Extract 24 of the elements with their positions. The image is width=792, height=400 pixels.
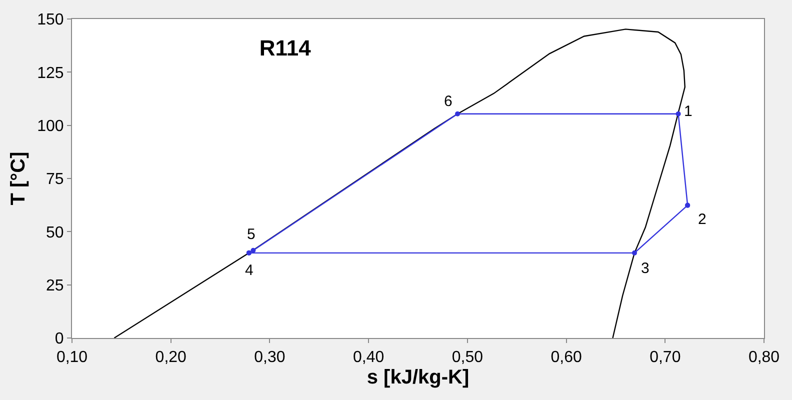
y-tick-label: 50 [46,224,64,242]
x-tick-label: 0,20 [155,349,187,366]
annotation: 3 [641,260,650,277]
x-tick-label: 0,30 [254,349,286,366]
x-tick-label: 0,10 [56,349,88,366]
text: R114 [259,35,312,60]
y-tick-label: 75 [46,171,64,188]
x-tick-label: 0,50 [452,349,484,366]
x-axis-title: s [kJ/kg-K] [366,366,470,389]
x-tick-label: 0,80 [748,349,780,366]
x-tick-label: 0,40 [353,349,384,366]
annotation: 4 [245,262,254,279]
y-tick-label: 100 [37,118,64,135]
y-tick-label: 150 [37,12,64,29]
annotation: 6 [444,93,452,110]
annotation: 5 [247,226,256,243]
annotation: 1 [684,103,692,120]
y-tick-label: 0 [54,330,64,348]
x-tick-label: 0,70 [650,349,681,366]
y-tick-label: 125 [37,64,64,82]
y-axis-title: T [°C] [8,152,30,206]
x-tick-label: 0,60 [550,349,582,366]
annotation: 2 [698,211,706,228]
y-tick-label: 25 [46,277,64,294]
